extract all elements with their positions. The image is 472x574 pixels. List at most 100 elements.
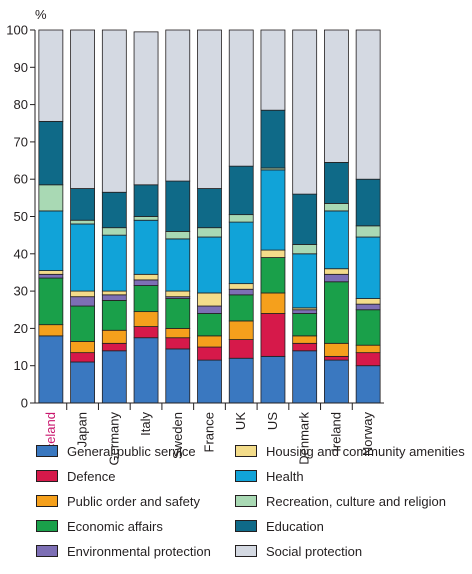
bar-segment-uk-environmental-protection	[228, 288, 254, 296]
bar-segment-denmark-defence	[292, 342, 318, 352]
bar-segment-iceland-social-protection	[38, 29, 64, 122]
bar-segment-sweden-health	[165, 238, 191, 292]
bar-segment-ireland-social-protection	[324, 29, 349, 163]
bar-segment-denmark-education	[292, 193, 318, 245]
bar-segment-italy-economic-affairs	[133, 285, 159, 313]
bar-segment-ireland-economic-affairs	[324, 281, 349, 344]
bar-segment-iceland-general-public-service	[38, 335, 64, 404]
bar-segment-germany-public-order-and-safety	[101, 329, 127, 344]
bar-segment-us-education	[260, 109, 286, 169]
bar-segment-sweden-education	[165, 180, 191, 232]
bar-segment-germany-education	[101, 191, 127, 229]
bar-segment-ireland-general-public-service	[324, 359, 349, 404]
bar-segment-uk-economic-affairs	[228, 294, 254, 322]
x-tick-label-france: France	[202, 412, 217, 452]
bar-segment-ireland-recreation-culture-and-religion	[324, 203, 349, 212]
bar-segment-japan-education	[70, 188, 95, 221]
y-axis-unit-label: %	[35, 7, 47, 22]
bar-segment-norway-general-public-service	[355, 365, 381, 404]
bar-segment-italy-defence	[133, 326, 159, 339]
bar-segment-denmark-health	[292, 253, 318, 309]
x-tick-label-us: US	[265, 412, 280, 430]
y-tick-label-50: 50	[14, 209, 28, 224]
bar-segment-france-education	[197, 188, 222, 229]
bar-segment-japan-health	[70, 223, 95, 292]
y-tick-label-10: 10	[14, 358, 28, 373]
y-tick-label-40: 40	[14, 246, 28, 261]
y-tick-label-80: 80	[14, 97, 28, 112]
bar-segment-germany-health	[101, 234, 127, 292]
bar-segment-sweden-general-public-service	[165, 348, 191, 404]
bar-segment-iceland-economic-affairs	[38, 277, 64, 326]
bar-segment-france-economic-affairs	[197, 313, 222, 337]
bar-segment-us-general-public-service	[260, 355, 286, 404]
bar-segment-japan-economic-affairs	[70, 305, 95, 342]
x-tick-label-japan: Japan	[75, 412, 90, 447]
bar-segment-ireland-housing-and-community-amenities	[324, 268, 349, 275]
bar-segment-italy-public-order-and-safety	[133, 311, 159, 327]
bar-segment-us-public-order-and-safety	[260, 292, 286, 314]
bar-segment-uk-social-protection	[228, 29, 254, 167]
bar-segment-iceland-public-order-and-safety	[38, 324, 64, 337]
bar-segment-france-general-public-service	[197, 359, 222, 404]
bar-segment-sweden-defence	[165, 337, 191, 350]
bar-segment-iceland-housing-and-community-amenities	[38, 270, 64, 275]
bar-segment-italy-environmental-protection	[133, 279, 159, 286]
bar-segment-uk-general-public-service	[228, 357, 254, 404]
bar-segment-italy-education	[133, 184, 159, 217]
bar-segment-denmark-environmental-protection	[292, 309, 318, 314]
x-tick-label-germany: Germany	[106, 412, 121, 466]
y-tick-label-100: 100	[6, 23, 28, 38]
bar-segment-italy-health	[133, 219, 159, 275]
bar-segment-italy-housing-and-community-amenities	[133, 273, 159, 281]
x-tick-label-ireland: Ireland	[328, 412, 343, 452]
bar-segment-uk-recreation-culture-and-religion	[228, 214, 254, 223]
bar-segment-norway-social-protection	[355, 29, 381, 180]
bar-segment-uk-education	[228, 165, 254, 216]
bar-segment-sweden-public-order-and-safety	[165, 327, 191, 339]
bar-segment-norway-recreation-culture-and-religion	[355, 225, 381, 238]
bar-segment-us-social-protection	[260, 29, 286, 111]
bar-segment-us-housing-and-community-amenities	[260, 249, 286, 258]
bar-segment-japan-public-order-and-safety	[70, 341, 95, 354]
y-tick-label-30: 30	[14, 284, 28, 299]
bar-segment-france-defence	[197, 346, 222, 361]
bar-segment-japan-recreation-culture-and-religion	[70, 219, 95, 225]
bar-segment-germany-defence	[101, 342, 127, 352]
y-tick-label-90: 90	[14, 60, 28, 75]
bar-segment-iceland-health	[38, 210, 64, 271]
bar-segment-norway-environmental-protection	[355, 303, 381, 311]
x-tick-label-iceland: Iceland	[43, 412, 58, 454]
bar-segment-japan-defence	[70, 352, 95, 363]
bar-segment-denmark-general-public-service	[292, 350, 318, 404]
bar-segment-germany-environmental-protection	[101, 294, 127, 301]
bar-segment-sweden-social-protection	[165, 29, 191, 182]
bar-segment-uk-defence	[228, 339, 254, 359]
x-tick-label-denmark: Denmark	[297, 412, 312, 465]
labels-layer: Iceland Japan Germany Italy Sweden France UK US…	[6, 23, 375, 466]
bar-segment-france-housing-and-community-amenities	[197, 292, 222, 307]
bar-segment-france-recreation-culture-and-religion	[197, 227, 222, 238]
bar-segment-uk-housing-and-community-amenities	[228, 283, 254, 290]
bar-segment-norway-defence	[355, 352, 381, 367]
bar-segment-norway-housing-and-community-amenities	[355, 298, 381, 305]
bar-segment-ireland-environmental-protection	[324, 273, 349, 283]
bar-segment-germany-economic-affairs	[101, 300, 127, 331]
bar-segment-ireland-health	[324, 210, 349, 270]
bar-segment-france-environmental-protection	[197, 305, 222, 314]
bar-segment-japan-housing-and-community-amenities	[70, 290, 95, 298]
bar-segment-denmark-public-order-and-safety	[292, 335, 318, 344]
x-tick-label-sweden: Sweden	[170, 412, 185, 459]
bar-segment-france-public-order-and-safety	[197, 335, 222, 348]
y-tick-label-0: 0	[21, 396, 28, 411]
bar-segment-norway-education	[355, 178, 381, 227]
y-tick-label-70: 70	[14, 134, 28, 149]
bar-segment-sweden-recreation-culture-and-religion	[165, 231, 191, 240]
bar-segment-ireland-education	[324, 162, 349, 204]
bar-segment-france-social-protection	[197, 29, 222, 189]
bar-segment-ireland-public-order-and-safety	[324, 342, 349, 357]
bar-segment-italy-social-protection	[133, 31, 159, 186]
y-tick-label-60: 60	[14, 172, 28, 187]
bar-segment-norway-economic-affairs	[355, 309, 381, 346]
